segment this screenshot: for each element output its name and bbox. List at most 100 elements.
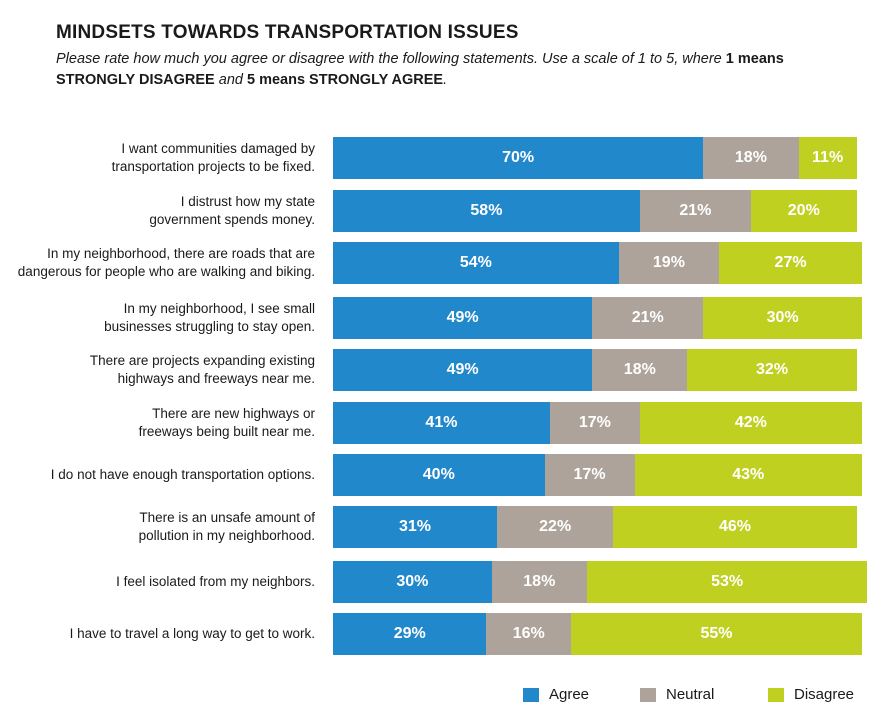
data-label: 27%	[774, 254, 807, 271]
legend-swatch-agree	[523, 687, 539, 702]
category-label-line: I distrust how my state	[180, 194, 315, 209]
category-label: In my neighborhood, there are roads that…	[0, 242, 315, 284]
category-label: I do not have enough transportation opti…	[0, 454, 315, 496]
data-label: 32%	[756, 361, 789, 378]
category-label: There is an unsafe amount of pollution in…	[0, 506, 315, 548]
bar-segment-neutral: 16%	[486, 613, 572, 655]
bar-segment-disagree: 11%	[798, 137, 857, 179]
category-label: I feel isolated from my neighbors.	[0, 561, 315, 603]
category-label-line: freeways being built near me.	[138, 424, 315, 439]
category-label-line: transportation projects to be fixed.	[111, 159, 315, 174]
bar-segment-agree: 30%	[333, 561, 492, 603]
category-label: I distrust how my state government spends…	[0, 190, 315, 232]
category-label-line: In my neighborhood, there are roads that…	[47, 246, 315, 261]
data-label: 17%	[573, 466, 606, 483]
category-label-line: highways and freeways near me.	[117, 371, 315, 386]
data-label: 46%	[719, 518, 752, 535]
category-label: In my neighborhood, I see small businesse…	[0, 297, 315, 339]
data-label: 49%	[446, 309, 479, 326]
data-label: 53%	[711, 573, 744, 590]
data-label: 55%	[700, 625, 733, 642]
legend-label: Disagree	[794, 686, 855, 703]
category-label-line: I have to travel a long way to get to wo…	[69, 626, 315, 641]
category-label-line: I feel isolated from my neighbors.	[116, 574, 315, 589]
bar-segment-disagree: 43%	[634, 454, 862, 496]
bar-segment-neutral: 18%	[491, 561, 587, 603]
data-label: 41%	[425, 414, 458, 431]
category-label: There are new highways or freeways being …	[0, 402, 315, 444]
data-label: 18%	[523, 573, 556, 590]
legend-label: Neutral	[666, 686, 715, 703]
data-label: 21%	[679, 202, 712, 219]
bar-segment-agree: 49%	[333, 349, 593, 391]
category-label-line: businesses struggling to stay open.	[104, 319, 315, 334]
category-label-line: In my neighborhood, I see small	[123, 301, 315, 316]
data-label: 29%	[393, 625, 426, 642]
chart-subtitle: Please rate how much you agree or disagr…	[56, 49, 856, 91]
category-label-line: pollution in my neighborhood.	[138, 528, 315, 543]
category-label: I have to travel a long way to get to wo…	[0, 613, 315, 655]
legend-item-neutral: Neutral	[640, 686, 714, 703]
bar-segment-neutral: 18%	[703, 137, 799, 179]
data-label: 49%	[446, 361, 479, 378]
bar-segment-disagree: 27%	[719, 242, 862, 284]
category-label-line: dangerous for people who are walking and…	[17, 264, 315, 279]
data-label: 58%	[470, 202, 503, 219]
category-label: There are projects expanding existing hig…	[0, 349, 315, 391]
bar-segment-agree: 70%	[333, 137, 704, 179]
category-label-line: There are projects expanding existing	[89, 353, 315, 368]
data-label: 30%	[396, 573, 429, 590]
data-label: 40%	[422, 466, 455, 483]
data-label: 21%	[631, 309, 664, 326]
bar-segment-disagree: 55%	[571, 613, 862, 655]
bar-segment-agree: 49%	[333, 297, 593, 339]
bar-segment-disagree: 46%	[613, 506, 857, 548]
data-label: 30%	[766, 309, 799, 326]
subtitle-bold: 5 means STRONGLY AGREE	[246, 72, 444, 88]
data-label: 20%	[787, 202, 820, 219]
bar-segment-neutral: 22%	[496, 506, 614, 548]
bar-segment-disagree: 42%	[639, 402, 862, 444]
data-label: 19%	[652, 254, 685, 271]
bar-segment-agree: 40%	[333, 454, 545, 496]
bar-segment-disagree: 32%	[687, 349, 857, 391]
bar-segment-disagree: 20%	[750, 190, 857, 232]
category-label-line: There are new highways or	[152, 406, 315, 421]
data-label: 70%	[502, 149, 535, 166]
category-label-line: government spends money.	[149, 212, 315, 227]
data-label: 18%	[623, 361, 656, 378]
category-label-line: I do not have enough transportation opti…	[50, 467, 315, 482]
legend-label: Agree	[549, 686, 590, 703]
bar-segment-disagree: 53%	[586, 561, 868, 603]
bar-segment-agree: 41%	[333, 402, 550, 444]
bar-segment-agree: 54%	[333, 242, 619, 284]
chart-title: MINDSETS TOWARDS TRANSPORTATION ISSUES	[56, 22, 519, 43]
data-label: 17%	[578, 414, 611, 431]
subtitle-bold: 1 means STRONGLY DISAGREE	[56, 51, 784, 88]
data-label: 16%	[512, 625, 545, 642]
category-label-line: There is an unsafe amount of	[139, 510, 315, 525]
data-label: 43%	[732, 466, 765, 483]
legend-swatch-disagree	[768, 687, 784, 702]
bar-segment-neutral: 21%	[639, 190, 751, 232]
subtitle-text: and	[214, 72, 247, 88]
data-label: 54%	[459, 254, 492, 271]
bar-segment-neutral: 18%	[592, 349, 688, 391]
subtitle-text: Please rate how much you agree or disagr…	[56, 51, 726, 67]
legend-item-agree: Agree	[523, 686, 589, 703]
category-label: I want communities damaged by transportat…	[0, 137, 315, 179]
bar-segment-neutral: 19%	[618, 242, 720, 284]
bar-segment-agree: 58%	[333, 190, 640, 232]
bar-segment-neutral: 17%	[544, 454, 635, 496]
data-label: 42%	[734, 414, 767, 431]
bar-segment-agree: 29%	[333, 613, 487, 655]
data-label: 22%	[539, 518, 572, 535]
legend-swatch-neutral	[640, 687, 656, 702]
data-label: 18%	[734, 149, 767, 166]
legend-item-disagree: Disagree	[768, 686, 854, 703]
bar-segment-neutral: 21%	[592, 297, 704, 339]
data-label: 11%	[812, 149, 844, 166]
subtitle-text: .	[443, 72, 448, 88]
category-label-line: I want communities damaged by	[121, 141, 315, 156]
bar-segment-disagree: 30%	[703, 297, 862, 339]
